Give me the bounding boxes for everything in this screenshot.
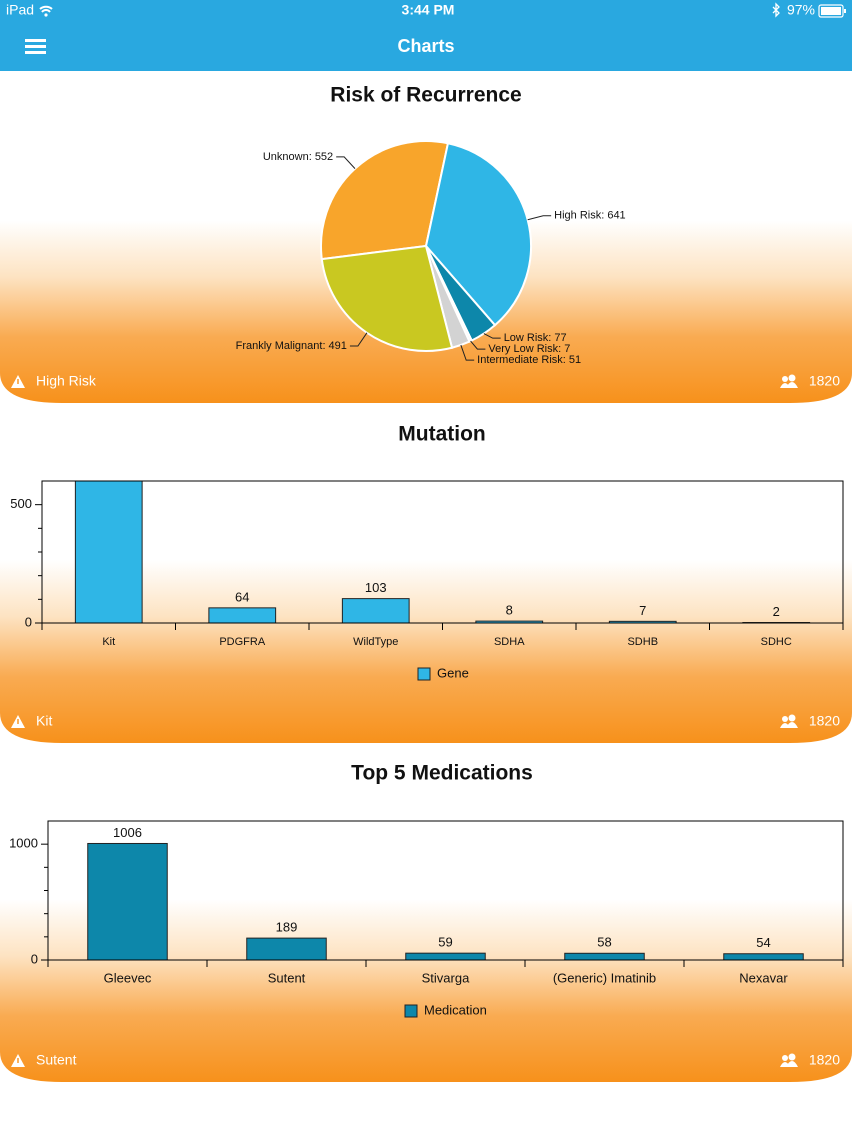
pie-label: Unknown: 552 xyxy=(263,151,333,163)
legend-swatch xyxy=(417,667,431,681)
y-tick-label: 500 xyxy=(10,496,32,511)
wifi-dot xyxy=(44,13,48,17)
value-label: 58 xyxy=(597,935,611,950)
chart-title: Mutation xyxy=(398,423,485,446)
people-icon xyxy=(788,374,796,382)
value-label: 2 xyxy=(773,604,780,619)
x-tick-label: Kit xyxy=(102,636,115,648)
pie-label: Low Risk: 77 xyxy=(504,332,567,344)
legend-label: Medication xyxy=(424,1002,487,1017)
people-icon xyxy=(780,1061,798,1067)
nav-title: Charts xyxy=(397,36,454,56)
value-label: 1006 xyxy=(113,825,142,840)
battery-tip xyxy=(844,9,846,13)
carrier: iPad xyxy=(6,2,34,18)
leader-line xyxy=(470,340,486,350)
warning-mark xyxy=(17,379,19,384)
card xyxy=(0,410,852,743)
card-count: 1820 xyxy=(809,1052,840,1068)
card-count: 1820 xyxy=(809,713,840,729)
people-icon xyxy=(780,382,798,388)
battery-icon xyxy=(818,4,844,18)
x-tick-label: SDHC xyxy=(761,636,792,648)
value-label: 7 xyxy=(639,603,646,618)
card-label: High Risk xyxy=(36,373,97,389)
plot-frame xyxy=(47,820,844,961)
bluetooth-icon xyxy=(772,2,780,18)
chart-title: Top 5 Medications xyxy=(351,762,533,785)
x-tick-label: WildType xyxy=(353,636,398,648)
menu-line xyxy=(25,45,46,48)
pie-slice xyxy=(320,244,454,352)
bar xyxy=(405,952,486,960)
cards xyxy=(0,71,852,1082)
nav-bar xyxy=(0,0,852,71)
x-tick-label: Nexavar xyxy=(739,970,788,985)
x-tick-label: Gleevec xyxy=(104,970,152,985)
card-label: Sutent xyxy=(36,1052,77,1068)
x-tick-label: (Generic) Imatinib xyxy=(553,970,656,985)
battery-text: 97% xyxy=(787,2,815,18)
x-tick-label: Sutent xyxy=(268,970,306,985)
y-tick-label: 0 xyxy=(31,951,38,966)
value-label: 189 xyxy=(276,920,298,935)
value-label: 8 xyxy=(506,603,513,618)
plot-frame xyxy=(41,480,844,624)
bar xyxy=(564,952,645,960)
people-icon xyxy=(780,722,798,728)
leader-line xyxy=(460,344,475,361)
x-tick-label: Stivarga xyxy=(422,970,470,985)
menu-line xyxy=(25,51,46,54)
value-label: 59 xyxy=(438,935,452,950)
leader-line xyxy=(349,332,368,347)
value-label: 54 xyxy=(756,935,770,950)
leader-line xyxy=(336,156,356,169)
bar xyxy=(87,842,168,960)
card-count: 1820 xyxy=(809,373,840,389)
bar xyxy=(208,607,277,623)
y-tick-label: 1000 xyxy=(9,836,38,851)
bar xyxy=(475,620,544,623)
pie-label: High Risk: 641 xyxy=(554,210,626,222)
leader-line xyxy=(527,215,552,221)
pie-label: Frankly Malignant: 491 xyxy=(236,340,347,352)
pie-slice xyxy=(424,142,532,327)
card xyxy=(0,750,852,1082)
card-label: Kit xyxy=(36,713,52,729)
warning-mark xyxy=(17,719,19,724)
value-label: 103 xyxy=(365,580,387,595)
value-label: 64 xyxy=(235,589,249,604)
chart-title: Risk of Recurrence xyxy=(330,84,521,107)
people-icon xyxy=(782,376,788,382)
bar xyxy=(723,953,804,960)
pie-label: Intermediate Risk: 51 xyxy=(477,354,581,366)
menu-button[interactable] xyxy=(25,39,46,54)
x-tick-label: PDGFRA xyxy=(219,636,266,648)
bar xyxy=(74,481,143,623)
bar xyxy=(341,598,410,623)
people-icon xyxy=(788,1053,796,1061)
legend-swatch xyxy=(404,1004,418,1018)
time: 3:44 PM xyxy=(402,2,455,18)
x-tick-label: SDHB xyxy=(627,636,658,648)
wifi-icon xyxy=(39,5,53,13)
battery-level xyxy=(821,7,841,15)
pie-label: Very Low Risk: 7 xyxy=(488,343,570,355)
warning-mark xyxy=(17,1058,19,1063)
people-icon xyxy=(782,716,788,722)
leader-line xyxy=(483,333,501,339)
legend-label: Gene xyxy=(437,665,469,680)
x-tick-label: SDHA xyxy=(494,636,525,648)
people-icon xyxy=(788,714,796,722)
y-tick-label: 0 xyxy=(25,614,32,629)
people-icon xyxy=(782,1055,788,1061)
bar xyxy=(246,937,327,960)
menu-line xyxy=(25,39,46,42)
